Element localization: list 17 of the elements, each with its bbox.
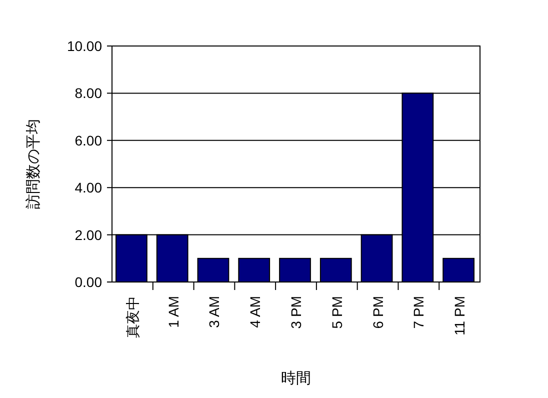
- y-tick-label: 4.00: [74, 180, 102, 196]
- y-tick-label: 0.00: [74, 274, 102, 290]
- x-tick-label: 真夜中: [124, 296, 140, 338]
- x-tick-label: 3 PM: [288, 296, 304, 329]
- x-tick-label: 1 AM: [165, 296, 182, 328]
- y-tick-label: 2.00: [74, 226, 102, 243]
- y-axis-title: 訪問数の平均: [25, 119, 42, 209]
- y-tick-label: 6.00: [74, 132, 102, 148]
- y-tick-label: 10.00: [66, 38, 102, 54]
- x-tick-label: 7 PM: [410, 296, 427, 329]
- x-tick-label: 6 PM: [370, 296, 386, 329]
- x-tick-label: 3 AM: [206, 296, 222, 328]
- x-tick-label: 11 PM: [452, 296, 468, 336]
- y-tick-label: 8.00: [74, 85, 102, 102]
- x-tick-label: 5 PM: [328, 296, 345, 329]
- x-axis-title: 時間: [281, 370, 311, 387]
- x-tick-label: 4 AM: [247, 296, 264, 328]
